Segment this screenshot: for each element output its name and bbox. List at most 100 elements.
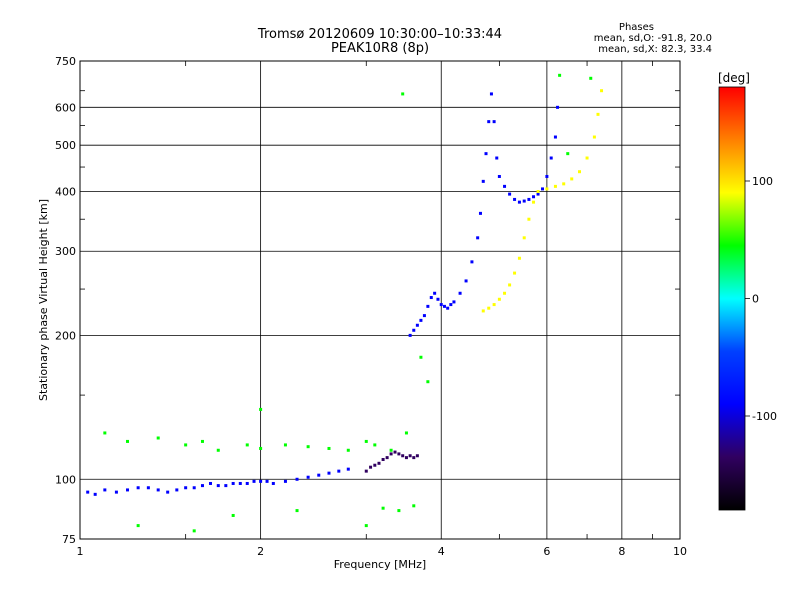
data-point-o-lower xyxy=(327,471,331,475)
data-point-x-f xyxy=(596,112,600,116)
data-point-x-f xyxy=(527,217,531,221)
data-point-scattered xyxy=(327,446,331,450)
data-point-o-lower xyxy=(184,486,188,490)
data-point-o-f xyxy=(487,120,491,124)
y-tick-label: 200 xyxy=(55,329,76,342)
data-point-x-f xyxy=(522,236,526,240)
data-point-x-f xyxy=(600,89,604,93)
data-point-scattered xyxy=(126,439,130,443)
data-point-x-f xyxy=(481,309,485,313)
chart-subtitle: PEAK10R8 (8p) xyxy=(330,41,430,56)
data-point-scattered xyxy=(192,529,196,533)
data-point-scattered xyxy=(589,76,593,80)
data-point-o-step xyxy=(377,461,381,465)
data-point-o-step xyxy=(397,452,401,456)
data-point-o-f xyxy=(446,306,450,310)
data-point-scattered xyxy=(364,524,368,528)
data-point-scattered xyxy=(373,443,377,447)
data-point-o-f xyxy=(495,156,499,160)
data-point-x-f xyxy=(592,135,596,139)
data-point-o-step xyxy=(389,452,393,456)
phase-stats-o: mean, sd,O: -91.8, 20.0 xyxy=(593,33,712,44)
data-point-scattered xyxy=(259,446,263,450)
data-point-o-lower xyxy=(216,484,220,488)
data-point-o-f xyxy=(408,333,412,337)
data-point-o-f xyxy=(497,174,501,178)
data-point-scattered xyxy=(381,506,385,510)
data-point-o-step xyxy=(393,450,397,454)
data-point-o-f xyxy=(503,184,507,188)
data-point-scattered xyxy=(216,448,220,452)
data-point-x-f xyxy=(553,184,557,188)
data-point-scattered xyxy=(103,431,107,435)
y-tick-label: 600 xyxy=(55,101,76,114)
data-point-scattered xyxy=(364,439,368,443)
data-point-o-f xyxy=(452,300,456,304)
data-point-o-f xyxy=(412,328,416,332)
data-point-o-f xyxy=(442,304,446,308)
data-point-o-f xyxy=(527,197,531,201)
data-point-scattered xyxy=(412,504,416,508)
data-point-x-f xyxy=(497,297,501,301)
colorbar-tick-label: 0 xyxy=(752,293,759,306)
x-tick-label: 10 xyxy=(673,545,687,558)
plot-frame xyxy=(79,60,681,540)
data-point-o-lower xyxy=(271,481,275,485)
data-point-o-f xyxy=(436,297,440,301)
y-tick-label: 400 xyxy=(55,185,76,198)
data-point-o-f xyxy=(422,314,426,318)
data-point-scattered xyxy=(245,443,249,447)
data-point-o-lower xyxy=(337,469,341,473)
data-point-scattered xyxy=(566,152,570,156)
data-point-o-f xyxy=(470,260,474,264)
data-point-o-f xyxy=(517,200,521,204)
data-point-o-lower xyxy=(126,488,130,492)
data-point-o-f xyxy=(478,211,482,215)
colorbar xyxy=(718,86,746,511)
data-point-o-f xyxy=(426,304,430,308)
data-point-o-f xyxy=(556,105,560,109)
data-point-o-lower xyxy=(208,481,212,485)
data-point-o-f xyxy=(484,152,488,156)
data-point-o-f xyxy=(508,192,512,196)
data-point-o-step xyxy=(404,456,408,460)
data-point-o-lower xyxy=(156,488,160,492)
axes-layer: 1 2 4 6 8 10 75 100 200 300 400 500 600 750 xyxy=(55,55,687,558)
y-tick-label: 750 xyxy=(55,55,76,68)
data-point-o-f xyxy=(415,323,419,327)
data-point-o-lower xyxy=(346,467,350,471)
data-point-o-f xyxy=(549,156,553,160)
colorbar-tick-label: 100 xyxy=(752,175,773,188)
data-point-o-step xyxy=(412,456,416,460)
data-point-o-lower xyxy=(259,479,263,483)
data-point-o-f xyxy=(481,179,485,183)
data-point-o-step xyxy=(385,456,389,460)
data-point-x-f xyxy=(578,170,582,174)
data-point-o-f xyxy=(429,296,433,300)
data-point-o-lower xyxy=(295,477,299,481)
data-point-scattered xyxy=(558,73,562,77)
data-point-o-lower xyxy=(306,475,310,479)
data-point-o-lower xyxy=(103,488,107,492)
data-point-x-f xyxy=(503,291,507,295)
data-point-o-f xyxy=(513,197,517,201)
data-point-scattered xyxy=(397,509,401,513)
y-axis-label: Stationary phase Virtual Height [km] xyxy=(37,199,50,401)
data-point-o-f xyxy=(541,187,545,191)
y-tick-label: 500 xyxy=(55,139,76,152)
data-point-o-f xyxy=(464,279,468,283)
data-point-o-lower xyxy=(136,486,140,490)
data-point-scattered xyxy=(231,513,235,517)
y-tick-label: 100 xyxy=(55,473,76,486)
data-point-o-f xyxy=(522,199,526,203)
data-point-o-f xyxy=(458,291,462,295)
data-point-o-f xyxy=(433,291,437,295)
y-tick-label: 75 xyxy=(62,533,76,546)
x-tick-label: 8 xyxy=(618,545,625,558)
data-point-scattered xyxy=(419,355,423,359)
data-point-o-lower xyxy=(200,484,204,488)
data-point-x-f xyxy=(532,200,536,204)
data-point-x-f xyxy=(513,271,517,275)
data-point-scattered xyxy=(283,443,287,447)
data-point-o-lower xyxy=(224,484,228,488)
